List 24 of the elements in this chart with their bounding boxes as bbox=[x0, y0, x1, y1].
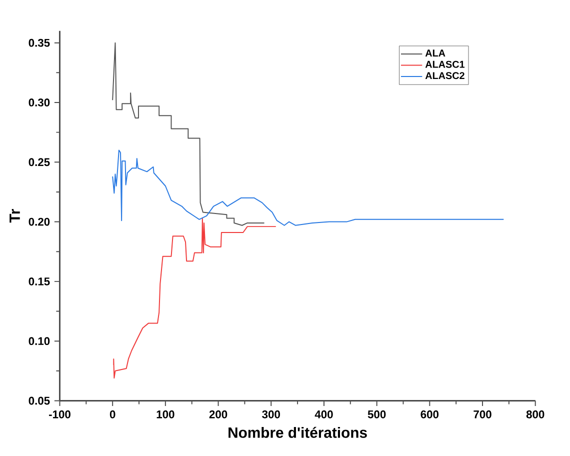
legend-label: ALA bbox=[425, 50, 446, 57]
x-axis-title: Nombre d'itérations bbox=[228, 427, 367, 438]
x-tick-label: 500 bbox=[368, 410, 386, 419]
line-series bbox=[112, 42, 265, 226]
x-tick-label: 200 bbox=[209, 410, 228, 419]
y-tick-label: 0.35 bbox=[28, 39, 50, 48]
x-tick-label: 300 bbox=[262, 410, 280, 419]
x-tick-label: 800 bbox=[526, 410, 544, 419]
x-tick-label: 0 bbox=[110, 410, 116, 419]
y-axis-title: Tr bbox=[10, 209, 20, 223]
y-tick-label: 0.10 bbox=[28, 337, 50, 346]
legend-label: ALASC1 bbox=[425, 61, 465, 68]
y-tick-label: 0.05 bbox=[28, 397, 50, 405]
y-tick-label: 0.15 bbox=[28, 278, 50, 286]
y-tick-label: 0.25 bbox=[28, 158, 50, 166]
x-tick-label: -100 bbox=[49, 410, 70, 419]
x-tick-label: 100 bbox=[156, 410, 174, 419]
x-tick-label: 700 bbox=[474, 410, 492, 419]
legend-label: ALASC2 bbox=[425, 72, 464, 80]
x-tick-label: 400 bbox=[314, 410, 333, 419]
x-tick-label: 600 bbox=[420, 410, 439, 419]
y-tick-label: 0.30 bbox=[28, 98, 50, 107]
y-tick-label: 0.20 bbox=[28, 218, 50, 226]
line-series bbox=[113, 218, 276, 379]
